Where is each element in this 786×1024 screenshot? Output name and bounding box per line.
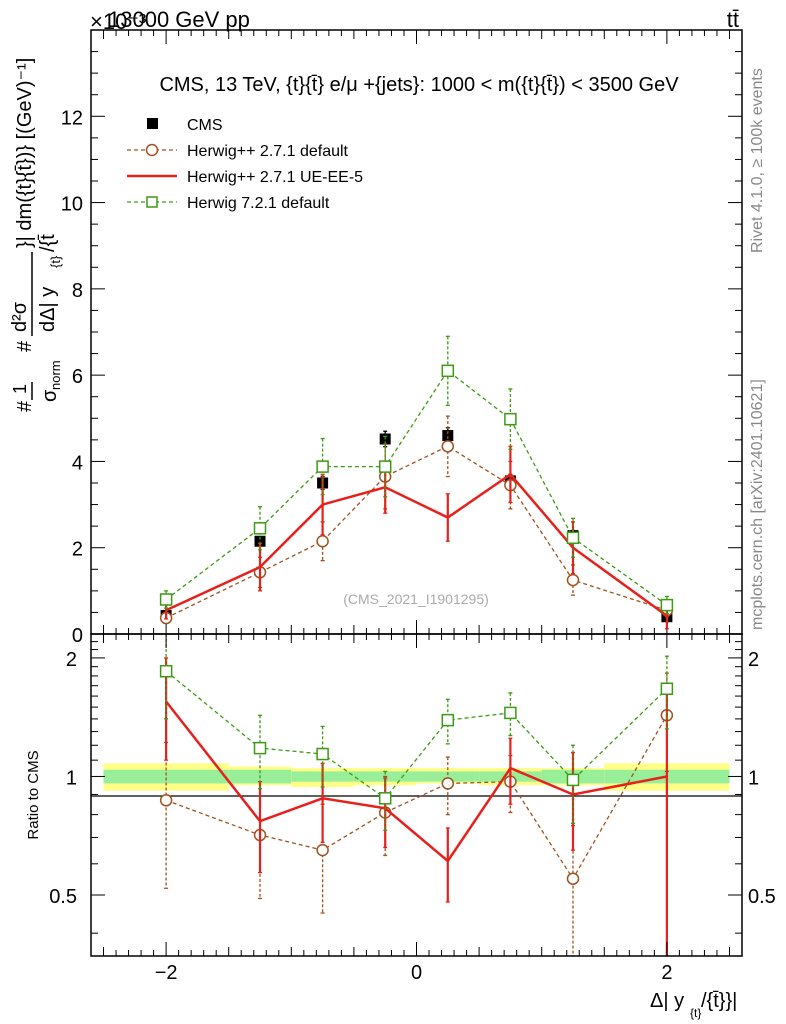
ratio-y-tick-label: 1: [66, 767, 77, 789]
inner-band: [416, 771, 480, 782]
top-axis-ticks: [91, 29, 742, 635]
ratio-y-label: Ratio to CMS: [25, 750, 42, 839]
mcplots-label: mcplots.cern.ch [arXiv:2401.10621]: [749, 379, 766, 630]
herwigpp-default-point: [316, 534, 329, 548]
ratio-series-layer: [159, 634, 674, 956]
ratio-herwig7-default-line: [165, 670, 668, 800]
ratio-y-tick-label-right: 0.5: [748, 886, 776, 908]
ratio-series-herwigpp-ueee5: [164, 657, 669, 956]
ratio-herwig7-default-point: [316, 747, 329, 761]
ratio-plot: 0.5 0.5 1 1 2 2 −2 0 2 Ratio to CMS Δ| y {t} /{…: [25, 633, 776, 1020]
ratio-herwig7-default-point: [378, 792, 392, 805]
herwigpp-ueee5-line: [165, 472, 668, 617]
legend: CMS Herwig++ 2.7.1 default Herwig++ 2.7.…: [127, 117, 363, 212]
legend-label-herwigpp-default: Herwig++ 2.7.1 default: [187, 143, 349, 160]
legend-entry-herwigpp-ueee5: Herwig++ 2.7.1 UE-EE-5: [127, 169, 363, 186]
inner-band: [103, 769, 229, 784]
legend-entry-herwigpp-default: Herwig++ 2.7.1 default: [127, 143, 349, 160]
plot-title: CMS, 13 TeV, {t}{t̄} e/μ +{jets}: 1000 <…: [159, 74, 679, 96]
y-tick-label: 6: [72, 366, 83, 388]
y-axis-label: # 1 σ norm # d²σ dΔ| y {t} /{t̄ }| dm({t…: [9, 58, 63, 412]
legend-marker-cms: [147, 118, 158, 129]
x-label-tail: /{t̄}}|: [701, 990, 737, 1012]
top-y-tick-labels: 0 2 4 6 8 10 12: [61, 107, 83, 647]
y-label-dsigma: d²σ: [9, 301, 31, 332]
x-tick-label: −2: [155, 962, 178, 984]
series-herwig7-default: [159, 335, 674, 615]
legend-entry-herwig7-default: Herwig 7.2.1 default: [127, 195, 330, 212]
legend-marker-herwig7-default: [146, 196, 158, 208]
top-series-layer: [159, 335, 674, 630]
ratio-series-herwig7-default: [159, 634, 674, 831]
ratio-uncertainty-bands: [103, 763, 730, 791]
ratio-herwig7-default-point: [504, 706, 517, 720]
y-label-hash2: #: [14, 340, 36, 352]
x-axis-label: Δ| y {t} /{t̄}}|: [650, 990, 737, 1020]
ratio-herwig7-default-point: [253, 741, 267, 755]
analysis-watermark: (CMS_2021_I1901295): [343, 591, 489, 607]
ratio-y-tick-label: 2: [66, 649, 77, 671]
ratio-axis-ticks: [91, 634, 742, 956]
x-tick-label: 0: [411, 962, 422, 984]
herwig7-default-point: [253, 522, 267, 535]
x-label-sub: {t}: [690, 1006, 701, 1020]
y-label-hash1: #: [14, 400, 36, 412]
ratio-herwig7-default-point: [159, 664, 173, 678]
y-label-one: 1: [10, 384, 30, 394]
ratio-herwigpp-default-point: [566, 872, 580, 885]
rivet-label: Rivet 4.1.0, ≥ 100k events: [749, 68, 766, 253]
ratio-herwig7-default-point: [566, 773, 580, 787]
cms-point: [442, 430, 454, 442]
x-tick-labels: −2 0 2: [155, 962, 673, 984]
ratio-herwigpp-default-line: [165, 714, 668, 880]
ratio-herwig7-default-point: [660, 682, 674, 695]
ratio-herwigpp-default-point: [441, 777, 455, 790]
y-tick-label: 2: [72, 539, 83, 561]
herwig7-default-point: [316, 460, 329, 473]
herwig7-default-point: [159, 593, 173, 606]
herwig7-default-point: [378, 460, 392, 473]
herwig7-default-point: [441, 364, 455, 378]
y-tick-label: 12: [61, 107, 83, 129]
ratio-y-tick-labels: 0.5 0.5 1 1 2 2: [49, 649, 776, 908]
y-tick-label: 4: [72, 452, 83, 474]
herwig7-default-line: [165, 369, 668, 606]
y-label-dy: dΔ| y: [37, 287, 59, 332]
herwig7-default-point: [566, 531, 580, 545]
herwigpp-default-point: [441, 440, 455, 453]
y-tick-label: 0: [72, 625, 83, 647]
y-label-sigma: σ: [39, 389, 61, 402]
y-label-norm: norm: [48, 360, 63, 390]
ratio-herwig7-default-point: [441, 713, 455, 727]
y-label-dy-sub: {t}: [48, 255, 63, 268]
ratio-herwigpp-default-point: [159, 794, 173, 807]
process-label: tt̄: [727, 7, 739, 32]
main-plot: 0 2 4 6 8 10 12 CMS, 13 TeV, {t}{t̄} e/μ +{jet…: [61, 29, 743, 647]
ratio-series-herwigpp-default: [159, 672, 674, 956]
x-label-main: Δ| y: [650, 990, 684, 1012]
y-tick-label: 8: [72, 280, 83, 302]
energy-label: 13000 GeV pp: [108, 7, 250, 32]
legend-label-herwig7-default: Herwig 7.2.1 default: [187, 195, 330, 212]
ratio-y-tick-label-right: 2: [748, 649, 759, 671]
ratio-herwigpp-ueee5-line: [165, 700, 668, 863]
legend-entry-cms: CMS: [147, 117, 223, 134]
y-label-dm: }| dm({t}{t̄})} [(GeV)⁻¹]: [14, 58, 36, 248]
x-tick-label: 2: [661, 962, 672, 984]
ratio-plot-frame: [90, 633, 743, 957]
legend-marker-herwigpp-default: [145, 143, 159, 157]
ratio-herwigpp-default-point: [316, 843, 329, 857]
legend-label-cms: CMS: [187, 117, 223, 134]
y-tick-label: 10: [61, 194, 83, 216]
y-label-dy-tail: /{t̄: [37, 234, 59, 252]
legend-label-herwigpp-ueee5: Herwig++ 2.7.1 UE-EE-5: [187, 169, 363, 186]
herwig7-default-point: [504, 412, 517, 426]
herwigpp-default-point: [566, 573, 580, 587]
herwig7-default-point: [660, 598, 674, 612]
ratio-y-tick-label-right: 1: [748, 767, 759, 789]
ratio-y-tick-label: 0.5: [49, 886, 77, 908]
cms-point: [254, 535, 266, 547]
